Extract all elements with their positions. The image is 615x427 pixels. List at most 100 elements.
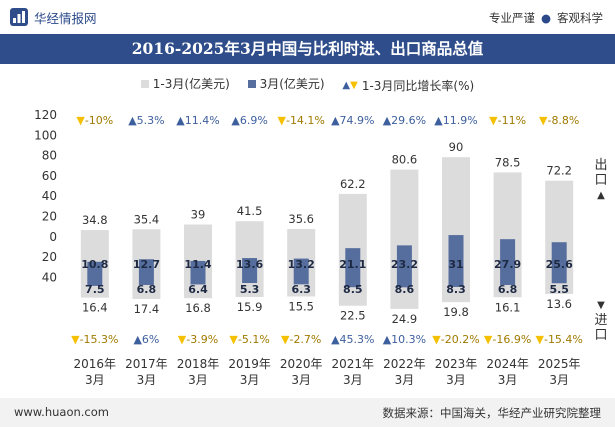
import-march-bar — [242, 276, 258, 283]
x-tick-label-month: 3月 — [85, 373, 105, 387]
import-growth-label: ▼-15.3% — [71, 333, 118, 346]
import-march-label: 5.5 — [549, 283, 569, 296]
export-label: 出口 — [594, 158, 608, 188]
side-label-import: ▼ 进口 — [593, 298, 609, 343]
down-triangle-icon: ▼ — [597, 300, 605, 311]
y-tick-label: 20 — [42, 210, 57, 224]
export-march-label: 23.2 — [391, 258, 418, 271]
import-growth-label: ▲6% — [133, 333, 159, 346]
import-growth-label: ▲45.3% — [331, 333, 374, 346]
import-cumulative-label: 16.4 — [82, 301, 108, 315]
x-tick-label-month: 3月 — [498, 373, 518, 387]
legend-label-growth: 1-3月同比增长率(%) — [361, 78, 475, 93]
import-march-bar — [138, 276, 154, 285]
export-growth-label: ▲74.9% — [331, 114, 374, 127]
x-tick-label-month: 3月 — [343, 373, 363, 387]
import-march-bar — [87, 276, 103, 286]
export-cumulative-label: 35.4 — [134, 212, 160, 226]
import-cumulative-label: 16.1 — [495, 300, 521, 314]
y-tick-label: 20 — [42, 250, 57, 264]
y-tick-label: 60 — [42, 169, 57, 183]
legend-label-march: 3月(亿美元) — [259, 77, 325, 91]
import-cumulative-label: 13.6 — [546, 297, 572, 311]
export-march-label: 13.6 — [236, 258, 263, 271]
export-growth-label: ▼-11% — [489, 114, 526, 127]
export-growth-label: ▼-10% — [76, 114, 113, 127]
export-cumulative-label: 78.5 — [495, 155, 521, 169]
export-march-bar — [500, 239, 516, 276]
import-cumulative-label: 15.9 — [237, 300, 263, 314]
y-tick-label: 100 — [34, 128, 57, 142]
export-march-label: 11.4 — [184, 258, 211, 271]
export-cumulative-label: 35.6 — [288, 212, 314, 226]
export-march-label: 31 — [448, 258, 463, 271]
import-march-bar — [448, 276, 464, 287]
x-tick-label: 2016年 — [74, 357, 117, 371]
import-growth-label: ▼-16.9% — [484, 333, 531, 346]
legend-label-cumulative: 1-3月(亿美元) — [152, 77, 230, 91]
tagline-right: 客观科学 — [557, 11, 603, 25]
export-growth-label: ▲29.6% — [383, 114, 426, 127]
x-tick-label: 2019年 — [228, 357, 271, 371]
export-growth-label: ▼-8.8% — [539, 114, 579, 127]
import-growth-label: ▼-20.2% — [432, 333, 479, 346]
x-tick-label: 2021年 — [332, 357, 375, 371]
x-tick-label: 2020年 — [280, 357, 323, 371]
import-march-label: 6.8 — [498, 283, 518, 296]
import-march-bar — [500, 276, 516, 285]
import-growth-label: ▼-2.7% — [281, 333, 321, 346]
import-march-label: 8.6 — [395, 283, 415, 296]
x-tick-label-month: 3月 — [137, 373, 157, 387]
import-cumulative-label: 15.5 — [288, 299, 314, 313]
export-cumulative-label: 41.5 — [237, 204, 263, 218]
import-march-label: 6.4 — [188, 283, 208, 296]
export-growth-label: ▲6.9% — [231, 114, 267, 127]
footer-source: 数据来源：中国海关，华经产业研究院整理 — [382, 406, 602, 420]
x-tick-label: 2024年 — [486, 357, 529, 371]
import-march-label: 6.8 — [137, 283, 157, 296]
legend-item-growth[interactable]: ▲▼ 1-3月同比增长率(%) — [342, 77, 474, 94]
export-growth-label: ▼-14.1% — [278, 114, 325, 127]
y-tick-label: 0 — [49, 230, 57, 244]
export-march-bar — [138, 259, 154, 276]
separator-dot: ● — [540, 11, 551, 25]
y-tick-label: 80 — [42, 149, 57, 163]
export-cumulative-label: 34.8 — [82, 213, 108, 227]
export-growth-label: ▲11.4% — [176, 114, 219, 127]
footer-url[interactable]: www.huaon.com — [14, 405, 109, 419]
import-march-label: 8.3 — [446, 283, 466, 296]
import-growth-label: ▲10.3% — [383, 333, 426, 346]
x-tick-label-month: 3月 — [291, 373, 311, 387]
import-growth-label: ▼-3.9% — [178, 333, 218, 346]
export-cumulative-label: 80.6 — [392, 153, 418, 167]
export-cumulative-label: 39 — [191, 208, 206, 222]
x-tick-label: 2023年 — [435, 357, 478, 371]
growth-arrows-icon: ▲▼ — [342, 79, 358, 91]
import-growth-label: ▼-15.4% — [536, 333, 583, 346]
legend-item-cumulative[interactable]: 1-3月(亿美元) — [140, 75, 230, 92]
import-march-bar — [190, 276, 206, 285]
brand[interactable]: 华经情报网 — [10, 8, 97, 26]
export-march-bar — [87, 261, 103, 276]
chart-legend: 1-3月(亿美元) 3月(亿美元) ▲▼ 1-3月同比增长率(%) — [0, 75, 615, 94]
y-tick-label: 120 — [34, 108, 57, 122]
export-march-bar — [396, 245, 412, 276]
import-march-label: 5.3 — [240, 283, 260, 296]
y-tick-label: 40 — [42, 189, 57, 203]
export-growth-label: ▲11.9% — [434, 114, 477, 127]
import-march-label: 7.5 — [85, 283, 105, 296]
export-growth-label: ▲5.3% — [128, 114, 164, 127]
import-march-bar — [551, 276, 567, 284]
export-cumulative-label: 62.2 — [340, 177, 366, 191]
side-label-export: 出口 ▲ — [593, 158, 609, 203]
logo-icon — [10, 8, 28, 26]
legend-item-march[interactable]: 3月(亿美元) — [247, 75, 325, 92]
tagline-left: 专业严谨 — [488, 11, 535, 25]
y-tick-label: 40 — [42, 270, 57, 284]
import-cumulative-label: 24.9 — [392, 312, 418, 326]
export-march-label: 10.8 — [81, 258, 108, 271]
import-march-label: 6.3 — [291, 283, 311, 296]
x-tick-label: 2025年 — [538, 357, 581, 371]
x-tick-label: 2017年 — [125, 357, 168, 371]
import-label: 进口 — [594, 313, 608, 343]
